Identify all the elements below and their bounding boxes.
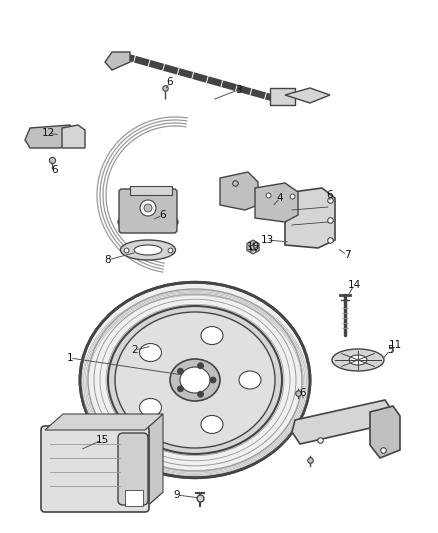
- Polygon shape: [25, 125, 78, 148]
- Polygon shape: [130, 186, 172, 195]
- Polygon shape: [45, 414, 163, 430]
- Text: 8: 8: [105, 255, 111, 265]
- FancyBboxPatch shape: [119, 189, 177, 233]
- Polygon shape: [270, 88, 295, 105]
- Text: 15: 15: [95, 435, 109, 445]
- Polygon shape: [62, 125, 85, 148]
- Ellipse shape: [120, 240, 176, 260]
- Polygon shape: [220, 172, 258, 210]
- Ellipse shape: [332, 349, 384, 371]
- Circle shape: [140, 200, 156, 216]
- Polygon shape: [255, 183, 298, 222]
- Text: 12: 12: [41, 128, 55, 138]
- Polygon shape: [45, 492, 163, 508]
- FancyBboxPatch shape: [41, 426, 149, 512]
- Ellipse shape: [118, 212, 178, 232]
- Polygon shape: [285, 88, 330, 103]
- Circle shape: [198, 391, 204, 397]
- Polygon shape: [285, 188, 335, 248]
- Circle shape: [177, 386, 184, 392]
- Text: 6: 6: [52, 165, 58, 175]
- FancyBboxPatch shape: [118, 433, 148, 505]
- Ellipse shape: [170, 359, 220, 401]
- Circle shape: [210, 377, 216, 383]
- Text: 2: 2: [132, 345, 138, 355]
- Text: 13: 13: [260, 235, 274, 245]
- Ellipse shape: [180, 367, 210, 393]
- Polygon shape: [370, 406, 400, 458]
- Ellipse shape: [80, 282, 310, 478]
- Text: 6: 6: [300, 388, 306, 398]
- Polygon shape: [105, 52, 130, 70]
- Circle shape: [198, 363, 204, 369]
- Polygon shape: [145, 414, 163, 508]
- Text: 5: 5: [387, 345, 393, 355]
- Text: 4: 4: [277, 193, 283, 203]
- Text: 14: 14: [347, 280, 360, 290]
- Ellipse shape: [108, 306, 282, 454]
- Ellipse shape: [239, 371, 261, 389]
- Circle shape: [144, 204, 152, 212]
- Polygon shape: [292, 400, 393, 444]
- Ellipse shape: [201, 415, 223, 433]
- Text: 7: 7: [344, 250, 350, 260]
- Circle shape: [177, 368, 184, 374]
- Text: 6: 6: [167, 77, 173, 87]
- Ellipse shape: [115, 312, 275, 448]
- Text: 3: 3: [235, 85, 241, 95]
- Ellipse shape: [349, 355, 367, 365]
- Ellipse shape: [140, 344, 162, 361]
- Bar: [125, 490, 143, 506]
- Text: 11: 11: [389, 340, 402, 350]
- Ellipse shape: [134, 245, 162, 255]
- Text: 6: 6: [327, 190, 333, 200]
- Text: 10: 10: [247, 242, 260, 252]
- Text: 1: 1: [67, 353, 73, 363]
- Ellipse shape: [201, 327, 223, 344]
- Text: 6: 6: [160, 210, 166, 220]
- Ellipse shape: [140, 399, 162, 416]
- Text: 9: 9: [174, 490, 180, 500]
